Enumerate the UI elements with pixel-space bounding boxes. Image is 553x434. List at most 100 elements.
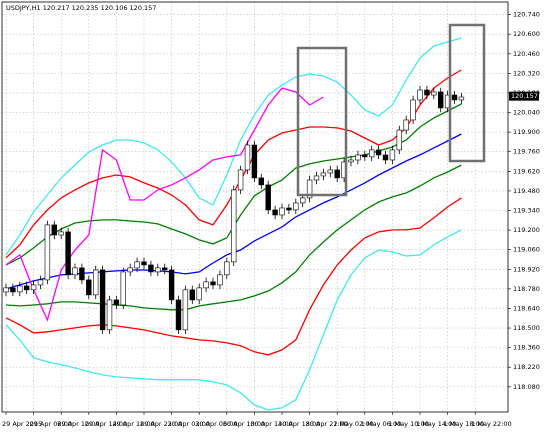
- y-tick-label: 120.740: [513, 11, 540, 19]
- y-tick-label: 118.640: [513, 304, 540, 312]
- y-tick-label: 120.460: [513, 50, 540, 58]
- y-tick-label: 118.220: [513, 363, 540, 371]
- x-tick-label: 30 Apr 14:00: [250, 420, 292, 428]
- candle-body: [155, 267, 161, 273]
- indicator-line: [5, 87, 324, 322]
- candle-body: [355, 154, 361, 161]
- candle-body: [348, 159, 354, 163]
- candle-body: [417, 89, 423, 101]
- candle-body: [306, 179, 313, 199]
- candle-body: [244, 144, 251, 171]
- candle-body: [299, 197, 306, 204]
- x-tick-label: 29 Apr 22:00: [140, 420, 182, 428]
- candle-body: [30, 284, 37, 291]
- candle-body: [410, 99, 416, 121]
- indicator-line: [5, 164, 462, 311]
- chart-title: USDJPY,H1 120.217 120.235 120.106 120.15…: [6, 4, 156, 12]
- indicator-line: [5, 197, 462, 356]
- candle-body: [72, 267, 78, 276]
- indicator-line: [5, 37, 462, 256]
- current-price-label: 120.157: [511, 92, 538, 100]
- candle-body: [362, 154, 368, 158]
- candle-body: [431, 91, 437, 96]
- x-tick-label: 29 Apr 06:00: [30, 420, 72, 428]
- candle-body: [313, 175, 320, 181]
- x-tick-label: 29 Apr 18:00: [112, 420, 154, 428]
- candle-body: [327, 169, 333, 174]
- candle-body: [382, 154, 389, 161]
- x-tick-label: 1 May 22:00: [471, 420, 511, 428]
- candle-body: [217, 274, 223, 286]
- y-tick-label: 119.480: [513, 187, 540, 195]
- candle-body: [99, 269, 106, 331]
- candle-body: [203, 281, 209, 289]
- y-tick-label: 119.620: [513, 167, 540, 175]
- current-price-box: [509, 91, 539, 101]
- plot-border: [1, 1, 509, 413]
- y-tick-label: 118.920: [513, 265, 540, 273]
- candle-body: [162, 267, 168, 271]
- candle-body: [120, 271, 127, 306]
- candle-body: [37, 279, 44, 286]
- x-tick-label: 30 Apr 10:00: [223, 420, 265, 428]
- candle-body: [258, 177, 264, 186]
- candle-body: [127, 267, 133, 273]
- candle-body: [224, 261, 230, 276]
- candle-body: [396, 129, 402, 151]
- candle-body: [458, 96, 465, 101]
- candle-body: [437, 91, 444, 109]
- candle-body: [3, 287, 9, 293]
- x-tick-label: 29 Apr 14:00: [85, 420, 127, 428]
- candle-body: [451, 94, 458, 101]
- candle-body: [231, 189, 237, 263]
- candle-body: [134, 261, 140, 269]
- y-tick-label: 119.340: [513, 206, 540, 214]
- candle-body: [23, 285, 30, 291]
- candle-body: [44, 224, 51, 281]
- y-tick-label: 120.040: [513, 109, 540, 117]
- candle-body: [265, 184, 271, 211]
- plot-area: [3, 37, 465, 411]
- candle-body: [141, 261, 147, 266]
- x-tick-label: 1 May 14:00: [416, 420, 456, 428]
- candle-body: [293, 202, 299, 211]
- y-tick-label: 119.060: [513, 246, 540, 254]
- candle-body: [251, 144, 258, 179]
- x-tick-label: 1 May 06:00: [361, 420, 401, 428]
- x-tick-label: 29 Apr 2015: [2, 420, 42, 428]
- candle-body: [113, 299, 120, 306]
- x-tick-label: 29 Apr 10:00: [57, 420, 99, 428]
- candle-body: [368, 149, 375, 158]
- candle-body: [334, 169, 340, 179]
- candle-body: [65, 231, 71, 276]
- candle-body: [189, 289, 195, 301]
- y-tick-label: 120.320: [513, 69, 540, 77]
- y-tick-label: 120.600: [513, 30, 540, 38]
- candle-body: [237, 169, 244, 191]
- candle-body: [182, 289, 189, 331]
- candle-body: [210, 281, 216, 286]
- y-tick-label: 118.500: [513, 324, 540, 332]
- candle-body: [389, 149, 396, 161]
- candle-body: [424, 89, 430, 96]
- x-tick-label: 30 Apr 02:00: [168, 420, 210, 428]
- candle-body: [168, 269, 175, 301]
- y-tick-label: 118.080: [513, 383, 540, 391]
- candle-body: [272, 209, 278, 216]
- grid: [2, 2, 508, 412]
- candle-body: [375, 149, 382, 156]
- highlight-box: [448, 23, 486, 163]
- highlight-box: [296, 46, 348, 197]
- candle-body: [148, 264, 154, 273]
- candle-body: [17, 285, 23, 293]
- x-tick-label: 1 May 10:00: [388, 420, 428, 428]
- y-tick-label: 118.780: [513, 285, 540, 293]
- candle-body: [286, 207, 292, 211]
- y-tick-label: 118.360: [513, 344, 540, 352]
- x-tick-label: 1 May 02:00: [333, 420, 373, 428]
- candle-body: [10, 287, 16, 293]
- indicator-line: [5, 229, 462, 411]
- y-tick-label: 119.900: [513, 128, 540, 136]
- candle-body: [93, 269, 99, 296]
